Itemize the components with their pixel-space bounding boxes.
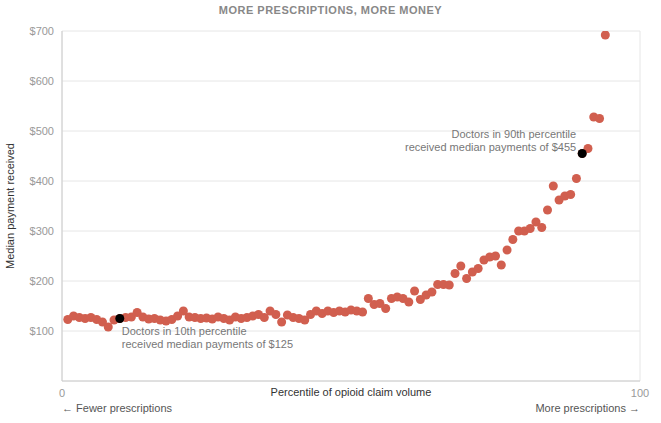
svg-text:$100: $100 bbox=[30, 325, 54, 337]
svg-text:$600: $600 bbox=[30, 75, 54, 87]
svg-text:$500: $500 bbox=[30, 125, 54, 137]
svg-text:Doctors in 10th percentile: Doctors in 10th percentile bbox=[122, 325, 247, 337]
svg-text:0: 0 bbox=[59, 387, 65, 399]
svg-text:Median payment received: Median payment received bbox=[8, 143, 16, 269]
svg-text:$200: $200 bbox=[30, 275, 54, 287]
html-text:More prescriptions →: More prescriptions → bbox=[535, 402, 640, 414]
svg-text:100: 100 bbox=[631, 387, 649, 399]
html-text:MORE PRESCRIPTIONS, MORE MONEY: MORE PRESCRIPTIONS, MORE MONEY bbox=[218, 4, 443, 16]
html-text:← Fewer prescriptions: ← Fewer prescriptions bbox=[62, 402, 172, 414]
html-text:Percentile of opioid claim vol: Percentile of opioid claim volume bbox=[270, 386, 432, 398]
svg-text:Doctors in 90th percentile: Doctors in 90th percentile bbox=[451, 128, 576, 140]
svg-text:$400: $400 bbox=[30, 175, 54, 187]
svg-text:received median payments of $1: received median payments of $125 bbox=[122, 338, 293, 350]
svg-text:received median payments of $4: received median payments of $455 bbox=[405, 141, 576, 153]
svg-text:$700: $700 bbox=[30, 25, 54, 37]
svg-text:$300: $300 bbox=[30, 225, 54, 237]
